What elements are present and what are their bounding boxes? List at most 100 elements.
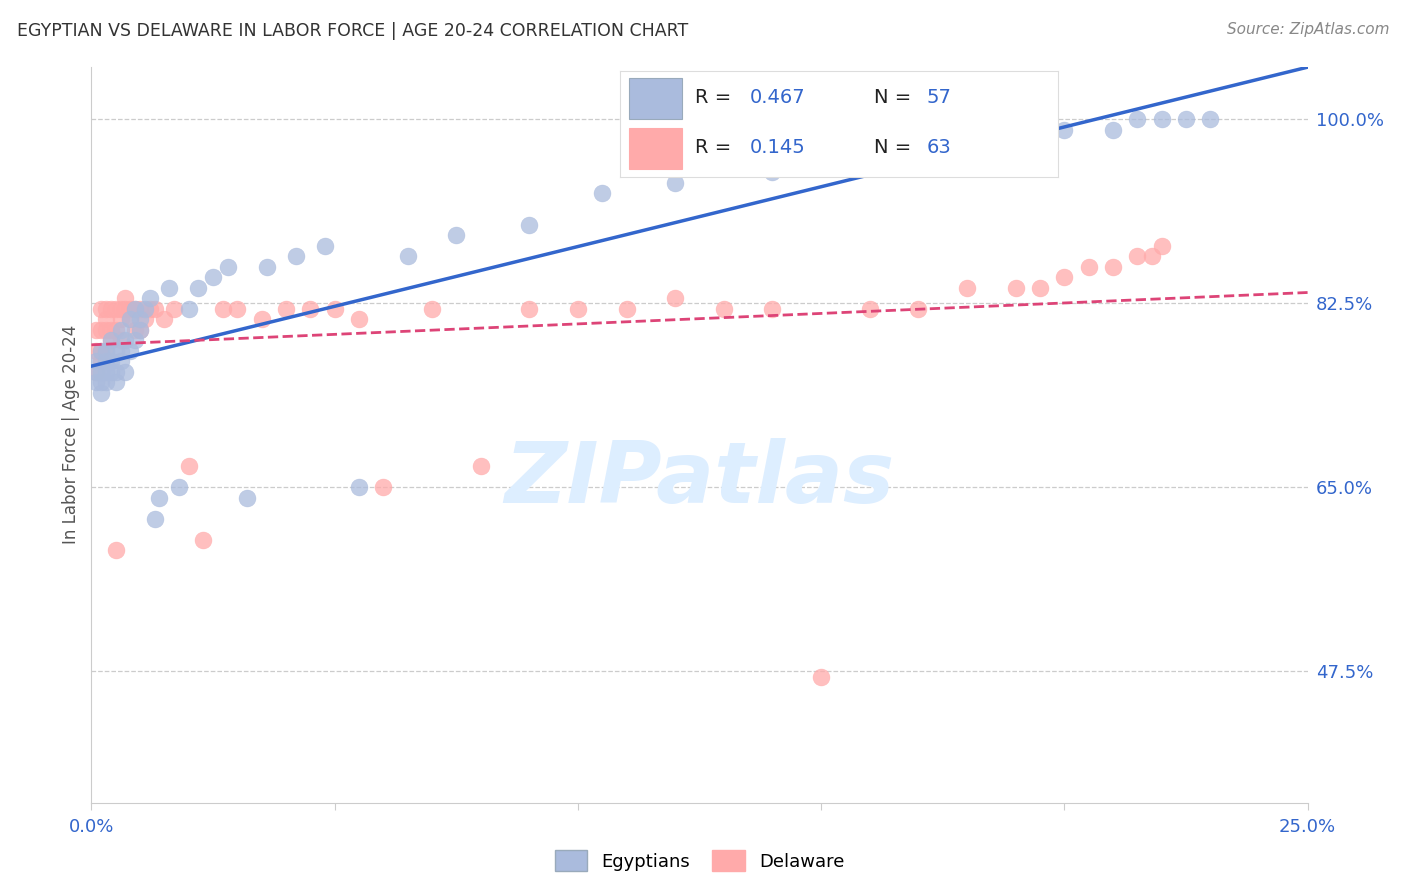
- Point: [90, 376, 112, 390]
- Point: [90, 323, 112, 337]
- Point: [1077, 260, 1099, 274]
- Point: [90, 301, 112, 316]
- Point: [90, 343, 112, 358]
- Point: [470, 459, 492, 474]
- Point: [517, 301, 540, 316]
- Point: [1126, 112, 1149, 127]
- Point: [153, 312, 176, 326]
- Point: [226, 301, 249, 316]
- Point: [1140, 249, 1163, 263]
- Point: [236, 491, 259, 505]
- Point: [129, 323, 152, 337]
- Point: [143, 512, 166, 526]
- Point: [94, 365, 117, 379]
- Point: [1150, 238, 1173, 252]
- Point: [202, 270, 225, 285]
- Point: [1175, 112, 1198, 127]
- Point: [616, 301, 638, 316]
- Point: [84, 365, 107, 379]
- Point: [90, 365, 112, 379]
- Point: [104, 323, 127, 337]
- Point: [177, 301, 200, 316]
- Point: [810, 670, 832, 684]
- Point: [139, 301, 162, 316]
- Point: [444, 228, 467, 243]
- Point: [129, 312, 152, 326]
- Point: [104, 543, 127, 558]
- Point: [567, 301, 589, 316]
- Point: [129, 301, 152, 316]
- Point: [100, 323, 122, 337]
- Point: [347, 312, 370, 326]
- Point: [94, 312, 117, 326]
- Point: [167, 480, 190, 494]
- Point: [284, 249, 307, 263]
- Point: [90, 385, 112, 400]
- Point: [120, 301, 142, 316]
- Point: [104, 365, 127, 379]
- Point: [100, 333, 122, 347]
- Y-axis label: In Labor Force | Age 20-24: In Labor Force | Age 20-24: [62, 326, 80, 544]
- Point: [211, 301, 233, 316]
- Point: [84, 365, 107, 379]
- Point: [110, 323, 132, 337]
- Point: [100, 365, 122, 379]
- Point: [1053, 123, 1076, 137]
- Point: [761, 165, 783, 179]
- Point: [94, 343, 117, 358]
- Point: [94, 301, 117, 316]
- Point: [110, 301, 132, 316]
- Point: [1199, 112, 1222, 127]
- Point: [124, 301, 146, 316]
- Point: [907, 301, 929, 316]
- Point: [143, 301, 166, 316]
- Point: [124, 323, 146, 337]
- Point: [250, 312, 273, 326]
- Point: [100, 301, 122, 316]
- Point: [110, 343, 132, 358]
- Point: [94, 343, 117, 358]
- Point: [1053, 270, 1076, 285]
- Point: [177, 459, 200, 474]
- Point: [84, 354, 107, 368]
- Point: [1126, 249, 1149, 263]
- Point: [110, 333, 132, 347]
- Point: [129, 323, 152, 337]
- Point: [157, 281, 180, 295]
- Point: [517, 218, 540, 232]
- Point: [347, 480, 370, 494]
- Point: [110, 354, 132, 368]
- Point: [94, 354, 117, 368]
- Point: [1102, 123, 1125, 137]
- Point: [134, 301, 156, 316]
- Text: Source: ZipAtlas.com: Source: ZipAtlas.com: [1226, 22, 1389, 37]
- Point: [139, 291, 162, 305]
- Point: [956, 134, 979, 148]
- Point: [956, 281, 979, 295]
- Point: [104, 343, 127, 358]
- Point: [274, 301, 297, 316]
- Text: EGYPTIAN VS DELAWARE IN LABOR FORCE | AGE 20-24 CORRELATION CHART: EGYPTIAN VS DELAWARE IN LABOR FORCE | AG…: [17, 22, 688, 40]
- Point: [664, 291, 686, 305]
- Point: [193, 533, 215, 547]
- Point: [104, 301, 127, 316]
- Point: [120, 312, 142, 326]
- Point: [761, 301, 783, 316]
- Point: [90, 343, 112, 358]
- Point: [217, 260, 239, 274]
- Point: [256, 260, 278, 274]
- Point: [124, 301, 146, 316]
- Point: [859, 301, 882, 316]
- Point: [314, 238, 336, 252]
- Point: [1150, 112, 1173, 127]
- Point: [120, 312, 142, 326]
- Point: [420, 301, 443, 316]
- Point: [1004, 281, 1026, 295]
- Point: [90, 354, 112, 368]
- Point: [713, 301, 735, 316]
- Point: [299, 301, 322, 316]
- Point: [373, 480, 395, 494]
- Point: [134, 312, 156, 326]
- Point: [187, 281, 209, 295]
- Point: [148, 491, 170, 505]
